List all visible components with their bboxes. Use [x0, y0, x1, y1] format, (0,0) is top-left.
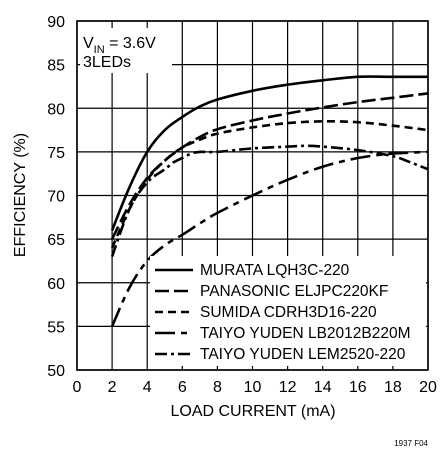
- y-tick-label: 50: [47, 363, 65, 380]
- series-line-1: [110, 75, 428, 231]
- y-tick-label: 70: [47, 189, 65, 206]
- y-tick-label: 75: [47, 145, 65, 162]
- x-tick-label: 16: [349, 379, 367, 396]
- legend: MURATA LQH3C-220 PANASONIC ELJPC220KF SUMI…: [155, 262, 411, 363]
- y-tick-label: 65: [47, 232, 65, 249]
- x-tick-label: 2: [108, 379, 117, 396]
- legend-label-2: PANASONIC ELJPC220KF: [200, 283, 388, 300]
- y-tick-label: 90: [47, 14, 65, 31]
- legend-background: [150, 256, 426, 366]
- annotation-background: [80, 28, 172, 73]
- y-axis-title: EFFICIENCY (%): [12, 133, 29, 257]
- legend-label-3: SUMIDA CDRH3D16-220: [200, 304, 377, 321]
- series-line-4: [110, 150, 429, 327]
- annotation-vin: VIN = 3.6V: [83, 35, 156, 56]
- plot-frame: [76, 20, 429, 371]
- x-tick-label: 12: [279, 379, 297, 396]
- series-line-5: [110, 144, 429, 258]
- x-tick-label: 0: [73, 379, 82, 396]
- x-tick-label: 14: [314, 379, 332, 396]
- y-tick-label: 55: [47, 319, 65, 336]
- legend-label-1: MURATA LQH3C-220: [200, 262, 350, 279]
- series-lines: [110, 75, 429, 327]
- x-tick-label: 4: [143, 379, 152, 396]
- annotation-leds: 3LEDs: [83, 54, 131, 71]
- y-tick-label: 60: [47, 276, 65, 293]
- legend-label-4: TAIYO YUDEN LB2012B220M: [200, 325, 411, 342]
- x-axis-title: LOAD CURRENT (mA): [170, 403, 335, 420]
- series-line-3: [110, 119, 429, 249]
- x-tick-label: 18: [384, 379, 402, 396]
- tick-labels: 0 2 4 6 8 10 12 14 16 18 20 50 55 60 65 70 75 80 85 90: [47, 14, 437, 396]
- y-tick-label: 80: [47, 101, 65, 118]
- x-tick-label: 20: [419, 379, 437, 396]
- y-tick-label: 85: [47, 58, 65, 75]
- x-tick-label: 8: [213, 379, 222, 396]
- x-tick-label: 10: [244, 379, 262, 396]
- figure-id: 1937 F04: [394, 439, 428, 448]
- x-tick-label: 6: [178, 379, 187, 396]
- legend-label-5: TAIYO YUDEN LEM2520-220: [200, 346, 406, 363]
